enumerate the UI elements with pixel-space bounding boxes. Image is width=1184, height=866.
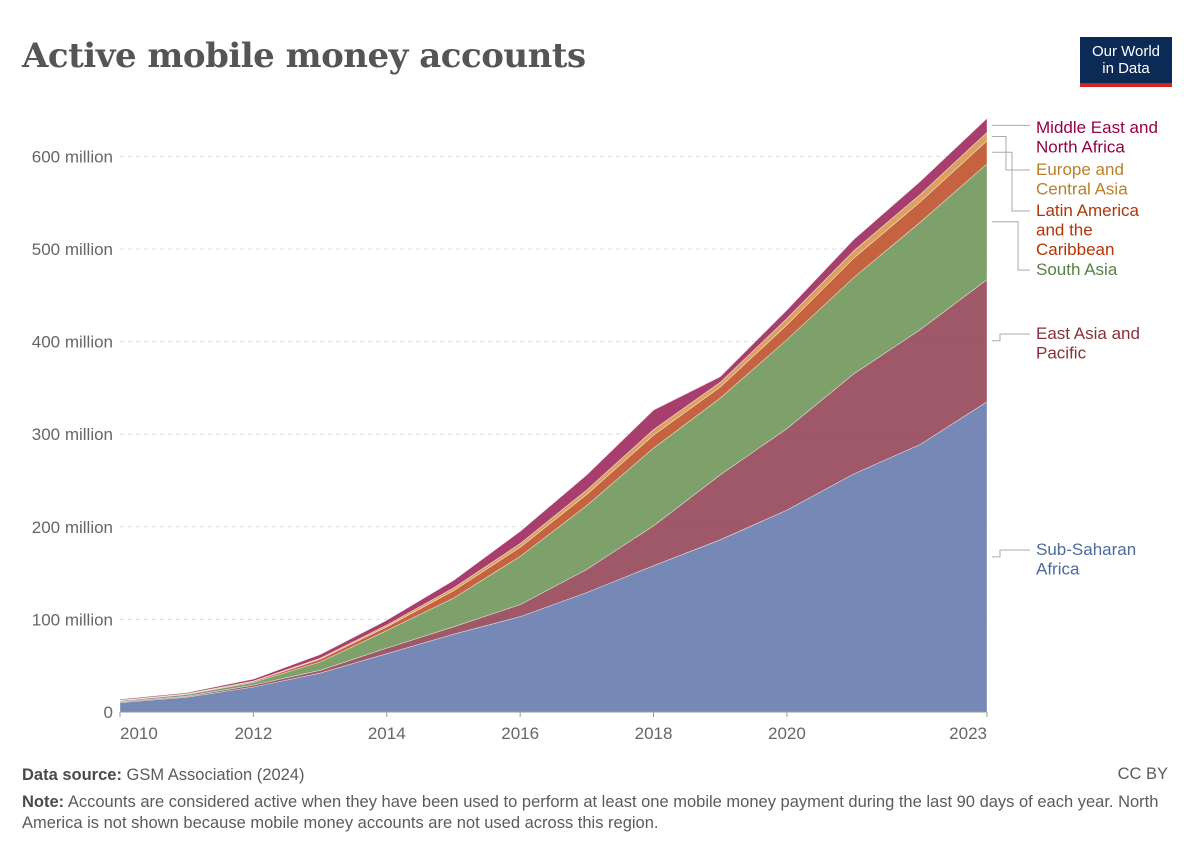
x-tick-label: 2020 [768, 724, 806, 743]
series-label-2: South Asia [1036, 260, 1118, 279]
data-source-label: Data source: [22, 766, 122, 784]
series-label-1: East Asia and Pacific [1036, 324, 1140, 363]
license-link[interactable]: CC BY [1117, 765, 1168, 783]
note-text: Accounts are considered active when they… [22, 793, 1159, 832]
x-tick-label: 2010 [120, 724, 158, 743]
x-tick-label: 2018 [635, 724, 673, 743]
y-tick-label: 200 million [32, 518, 113, 537]
stacked-area-chart[interactable]: 0 100 million 200 million 300 million 400 mi… [0, 0, 1184, 760]
x-tick-label: 2014 [368, 724, 406, 743]
x-tick-label: 2023 [949, 724, 987, 743]
label-leader-line [992, 221, 1030, 271]
logo-line-2: in Data [1102, 60, 1150, 77]
label-leader-line [992, 549, 1030, 558]
series-label-0: Sub-Saharan Africa [1036, 540, 1136, 579]
chart-title: Active mobile money accounts [22, 36, 586, 76]
series-label-4: Europe and Central Asia [1036, 160, 1128, 199]
logo-line-1: Our World [1091, 43, 1161, 60]
label-leader-line [992, 151, 1030, 212]
label-leader-line [992, 136, 1030, 171]
area-series-group[interactable] [119, 117, 988, 713]
area-series-5[interactable] [119, 117, 988, 701]
y-tick-label: 600 million [32, 147, 113, 166]
note-label: Note: [22, 793, 65, 811]
data-source-text[interactable]: GSM Association (2024) [126, 766, 305, 784]
label-leader-line [992, 333, 1030, 342]
axes: 0 100 million 200 million 300 million 400 mi… [32, 147, 988, 743]
y-tick-label: 400 million [32, 333, 113, 352]
y-tick-label: 100 million [32, 610, 113, 629]
y-tick-label: 500 million [32, 240, 113, 259]
y-tick-label: 300 million [32, 425, 113, 444]
series-label-5: Middle East and North Africa [1036, 118, 1158, 157]
chart-note: Note: Accounts are considered active whe… [22, 792, 1168, 834]
data-source: Data source: GSM Association (2024) [22, 765, 1168, 786]
y-tick-label: 0 [104, 703, 113, 722]
x-tick-label: 2016 [501, 724, 539, 743]
owid-logo[interactable]: Our World in Data [1080, 37, 1172, 87]
series-labels: Sub-Saharan Africa East Asia and Pacific Sou… [992, 118, 1158, 579]
x-tick-label: 2012 [234, 724, 272, 743]
series-label-3: Latin America and the Caribbean [1036, 201, 1140, 259]
